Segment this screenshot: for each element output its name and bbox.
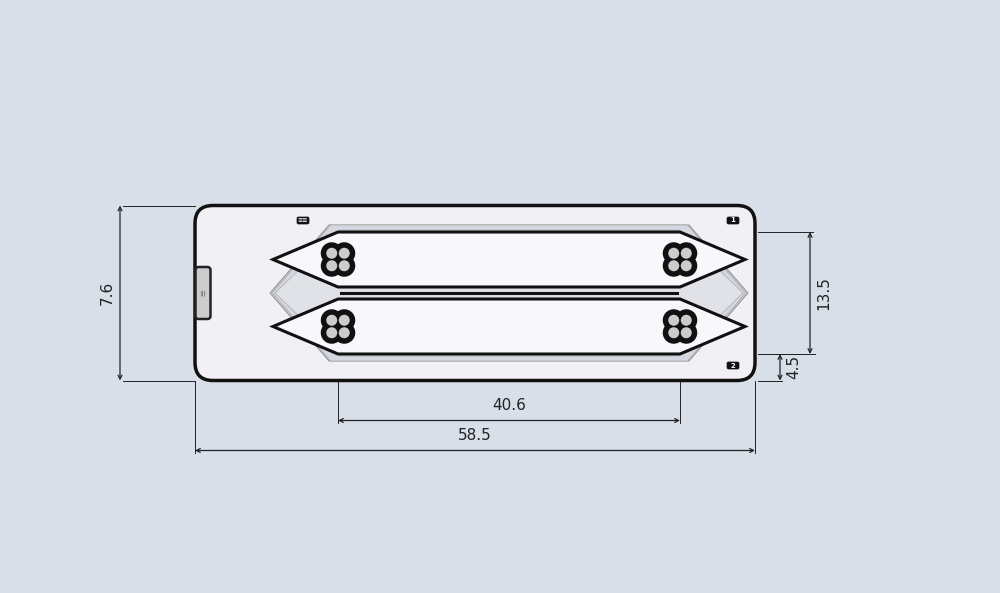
Circle shape [668,260,679,271]
Circle shape [339,260,350,271]
Circle shape [681,315,692,326]
Circle shape [663,322,685,344]
Circle shape [681,260,692,271]
Circle shape [675,255,697,277]
Circle shape [333,255,355,277]
Text: |||: ||| [200,290,206,296]
Text: 40.6: 40.6 [492,398,526,413]
Circle shape [326,315,337,326]
Circle shape [326,260,337,271]
Circle shape [339,248,350,259]
Circle shape [668,327,679,338]
Circle shape [333,310,355,331]
FancyBboxPatch shape [195,206,755,381]
Circle shape [681,248,692,259]
Circle shape [321,243,343,264]
Circle shape [663,243,685,264]
FancyBboxPatch shape [727,362,739,369]
Polygon shape [270,225,748,361]
Text: 7.6: 7.6 [100,281,115,305]
Circle shape [663,255,685,277]
Circle shape [668,315,679,326]
FancyBboxPatch shape [297,217,309,224]
Text: 4.5: 4.5 [786,355,801,380]
Polygon shape [272,225,746,361]
Circle shape [668,248,679,259]
Text: 13.5: 13.5 [816,276,831,310]
Circle shape [321,322,343,344]
Polygon shape [275,230,743,356]
Circle shape [321,255,343,277]
Circle shape [326,248,337,259]
FancyBboxPatch shape [196,267,210,319]
Circle shape [321,310,343,331]
Text: 2: 2 [731,362,735,368]
FancyBboxPatch shape [727,217,739,224]
Text: ≡≡: ≡≡ [298,218,308,223]
Circle shape [675,243,697,264]
Circle shape [333,322,355,344]
Polygon shape [273,299,745,354]
Circle shape [326,327,337,338]
Circle shape [681,327,692,338]
Text: 58.5: 58.5 [458,429,492,444]
Text: 1: 1 [731,218,735,224]
Circle shape [339,327,350,338]
Polygon shape [273,232,745,287]
Circle shape [663,310,685,331]
Circle shape [675,322,697,344]
Circle shape [333,243,355,264]
Circle shape [339,315,350,326]
Circle shape [675,310,697,331]
